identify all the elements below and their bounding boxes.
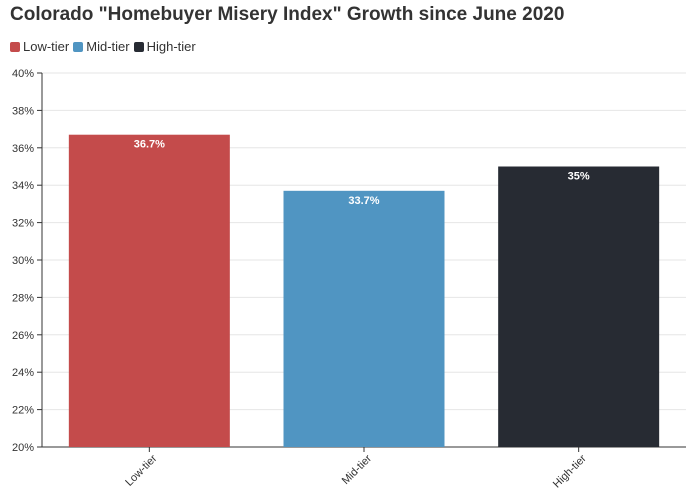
bar-high-tier[interactable] xyxy=(498,166,660,448)
y-tick-label: 34% xyxy=(12,180,34,192)
y-tick-label: 24% xyxy=(12,367,34,379)
y-tick-label: 28% xyxy=(12,292,34,304)
x-tick-label-high-tier: High-tier xyxy=(551,452,589,490)
x-tick-label-low-tier: Low-tier xyxy=(123,452,159,488)
legend-label-mid-tier: Mid-tier xyxy=(86,39,130,54)
legend-swatch-high-tier xyxy=(133,41,144,52)
legend-swatch-mid-tier xyxy=(73,41,84,52)
legend-swatch-low-tier xyxy=(10,41,20,52)
data-label-low-tier: 36.7% xyxy=(134,139,165,151)
y-tick-label: 40% xyxy=(12,68,34,80)
data-label-mid-tier: 33.7% xyxy=(348,195,379,207)
y-tick-label: 38% xyxy=(12,105,34,117)
bar-low-tier[interactable] xyxy=(68,134,230,447)
y-tick-label: 20% xyxy=(12,442,34,454)
legend-item-low-tier[interactable]: Low-tier xyxy=(10,39,69,54)
bar-mid-tier[interactable] xyxy=(283,190,445,447)
y-tick-label: 26% xyxy=(12,330,34,342)
data-label-high-tier: 35% xyxy=(568,171,590,183)
legend-label-low-tier: Low-tier xyxy=(23,39,70,54)
x-tick-label-mid-tier: Mid-tier xyxy=(340,452,375,487)
y-tick-label: 36% xyxy=(12,143,34,155)
chart-title: Colorado "Homebuyer Misery Index" Growth… xyxy=(10,4,565,25)
legend-item-mid-tier[interactable]: Mid-tier xyxy=(73,39,130,54)
legend: Low-tier Mid-tier High-tier xyxy=(10,39,200,54)
y-tick-label: 30% xyxy=(12,255,34,267)
y-tick-label: 22% xyxy=(12,405,34,417)
legend-label-high-tier: High-tier xyxy=(146,39,196,54)
y-tick-label: 32% xyxy=(12,218,34,230)
legend-item-high-tier[interactable]: High-tier xyxy=(133,39,196,54)
